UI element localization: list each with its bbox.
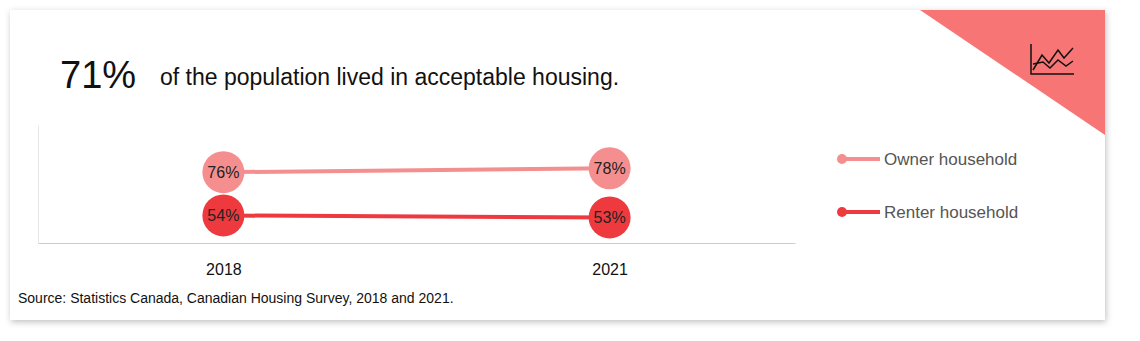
y-axis [38,126,39,244]
plot-marks [202,147,630,238]
chart-icon [1031,44,1074,74]
series-line [223,215,609,217]
legend: Owner household Renter household [837,150,1018,222]
point-marker [202,151,244,193]
point-marker [589,196,631,238]
corner-decoration [920,10,1105,135]
point-marker [202,194,244,236]
data-label: 78% [594,160,626,177]
data-label: 54% [207,207,239,224]
source: Source: Statistics Canada, Canadian Hous… [18,290,454,306]
series-line [223,168,609,172]
x-tick: 2018 [206,243,242,278]
data-label: 53% [594,209,626,226]
legend-swatch-marker [837,154,847,164]
title-group: 71% of the population lived in acceptable… [60,54,619,96]
legend-label: Renter household [884,203,1018,222]
legend-label: Owner household [884,150,1017,169]
icon-line [1033,48,1073,70]
x-tick: 2021 [592,243,628,278]
card [10,10,1105,320]
icon-axes [1031,44,1074,74]
point-marker [589,147,631,189]
title: of the population lived in acceptable ho… [160,64,619,90]
headline-value: 71% [60,54,136,96]
icon-line [1033,60,1073,68]
y-axis-line [38,126,39,244]
legend-item: Owner household [837,150,1017,169]
legend-item: Renter household [837,203,1018,222]
x-tick-label: 2018 [206,261,242,278]
x-tick-label: 2021 [592,261,628,278]
legend-swatch-marker [837,207,847,217]
x-axis-line [39,243,796,244]
data-label: 76% [207,164,239,181]
data-labels: 76% 78% 54% 53% [207,160,625,226]
x-axis: 2018 2021 [39,243,796,278]
